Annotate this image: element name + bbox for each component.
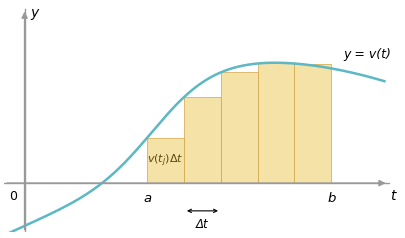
Text: y = v(t): y = v(t) xyxy=(343,48,391,61)
Bar xyxy=(221,72,258,183)
Text: t: t xyxy=(390,189,395,203)
Bar xyxy=(294,64,331,183)
Text: b: b xyxy=(327,192,335,205)
Text: 0: 0 xyxy=(9,190,17,203)
Text: $v(t_j)\Delta t$: $v(t_j)\Delta t$ xyxy=(147,152,184,169)
Text: y: y xyxy=(30,6,38,20)
Bar xyxy=(258,64,294,183)
Text: a: a xyxy=(143,192,151,205)
Bar xyxy=(147,138,184,183)
Bar xyxy=(184,97,221,183)
Text: Δt: Δt xyxy=(196,218,209,231)
